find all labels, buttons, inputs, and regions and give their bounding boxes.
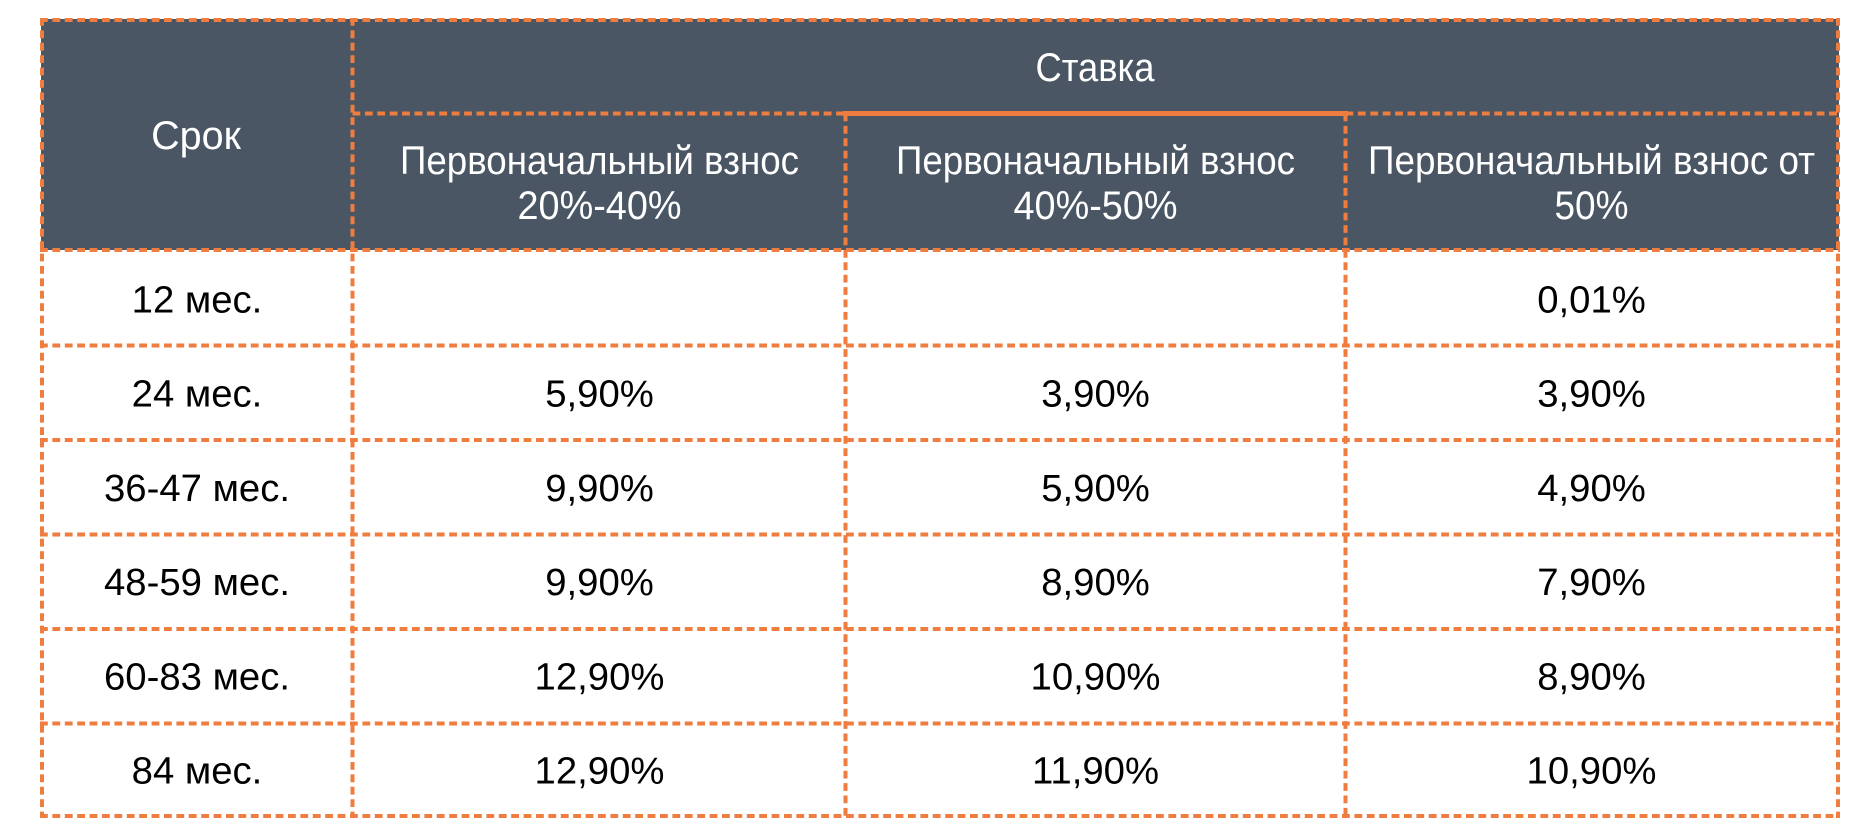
svg-text:12 мес.: 12 мес.: [132, 279, 263, 322]
svg-text:3,90%: 3,90%: [1041, 373, 1150, 416]
svg-text:3,90%: 3,90%: [1537, 373, 1646, 416]
svg-text:7,90%: 7,90%: [1537, 561, 1646, 604]
svg-text:10,90%: 10,90%: [1031, 656, 1161, 699]
svg-text:5,90%: 5,90%: [545, 373, 654, 416]
svg-text:Срок: Срок: [151, 114, 241, 158]
svg-text:40%-50%: 40%-50%: [1014, 184, 1178, 228]
svg-text:10,90%: 10,90%: [1527, 750, 1657, 793]
svg-text:60-83 мес.: 60-83 мес.: [104, 656, 290, 699]
svg-text:12,90%: 12,90%: [535, 750, 665, 793]
svg-text:9,90%: 9,90%: [545, 467, 654, 510]
svg-text:0,01%: 0,01%: [1537, 279, 1646, 322]
svg-text:24 мес.: 24 мес.: [132, 373, 263, 416]
svg-text:8,90%: 8,90%: [1537, 656, 1646, 699]
svg-text:12,90%: 12,90%: [535, 656, 665, 699]
svg-text:8,90%: 8,90%: [1041, 561, 1150, 604]
svg-text:Первоначальный взнос: Первоначальный взнос: [400, 139, 799, 183]
svg-text:20%-40%: 20%-40%: [518, 184, 682, 228]
svg-text:36-47 мес.: 36-47 мес.: [104, 467, 290, 510]
svg-text:5,90%: 5,90%: [1041, 467, 1150, 510]
svg-text:84 мес.: 84 мес.: [132, 750, 263, 793]
svg-text:Первоначальный взнос от: Первоначальный взнос от: [1368, 139, 1815, 183]
svg-text:4,90%: 4,90%: [1537, 467, 1646, 510]
svg-text:Ставка: Ставка: [1036, 46, 1155, 90]
svg-text:9,90%: 9,90%: [545, 561, 654, 604]
svg-text:50%: 50%: [1555, 184, 1629, 228]
svg-text:48-59 мес.: 48-59 мес.: [104, 561, 290, 604]
svg-text:11,90%: 11,90%: [1032, 750, 1159, 793]
svg-text:Первоначальный взнос: Первоначальный взнос: [896, 139, 1295, 183]
